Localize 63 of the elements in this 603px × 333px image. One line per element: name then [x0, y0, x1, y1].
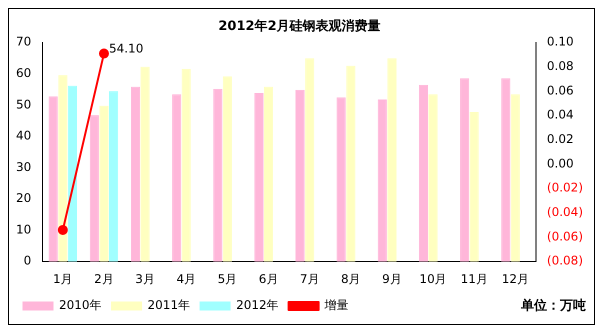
- y2-tick-label: 0.02: [546, 132, 574, 146]
- bar: [428, 94, 438, 262]
- y2-tick-label: (0.04): [546, 205, 584, 220]
- x-tick-label: 6月: [258, 272, 278, 286]
- bar: [222, 76, 232, 262]
- y-tick-label: 40: [16, 128, 32, 143]
- y-tick-label: 50: [16, 97, 32, 112]
- x-tick-label: 3月: [135, 272, 155, 286]
- x-tick-label: 2月: [94, 272, 114, 286]
- y2-tick-label: (0.06): [546, 229, 584, 244]
- bar: [305, 58, 314, 262]
- bar: [346, 66, 356, 262]
- annotation: 54.10: [108, 42, 144, 56]
- bar: [99, 106, 109, 262]
- bar: [501, 78, 510, 262]
- y2-tick-label: 0.06: [546, 83, 574, 98]
- x-tick-label: 7月: [300, 272, 320, 286]
- y2-tick-label: (0.02): [546, 180, 584, 195]
- bar: [140, 66, 150, 262]
- x-tick-label: 8月: [340, 272, 361, 286]
- bar: [510, 94, 520, 262]
- x-tick-label: 5月: [218, 272, 238, 286]
- legend-label: 2012年: [236, 298, 279, 312]
- y-tick-label: 20: [16, 191, 32, 206]
- chart-title: 2012年2月硅钢表观消费量: [218, 19, 381, 34]
- y2-tick-label: 0.10: [546, 34, 574, 49]
- x-tick-label: 11月: [460, 272, 488, 286]
- y2-tick-label: 0.04: [546, 108, 574, 122]
- bar: [213, 88, 222, 262]
- bar: [182, 68, 191, 262]
- bar: [460, 78, 470, 262]
- bar: [68, 86, 77, 262]
- bar: [470, 112, 479, 262]
- legend-label: 增量: [324, 298, 349, 312]
- x-tick-label: 9月: [382, 272, 402, 286]
- bar: [254, 92, 264, 262]
- y2-tick-label: 0.00: [546, 156, 574, 170]
- text: 单位：万吨: [520, 297, 586, 314]
- bar: [418, 84, 428, 262]
- bar: [58, 75, 68, 262]
- bar: [378, 100, 387, 262]
- y2-tick-label: (0.08): [546, 254, 584, 268]
- bar: [130, 86, 140, 262]
- y-tick-label: 10: [16, 222, 32, 236]
- bar: [109, 91, 118, 262]
- bar: [48, 96, 58, 262]
- bar: [387, 58, 396, 262]
- x-tick-label: 12月: [502, 272, 529, 286]
- legend-label: 2010年: [59, 298, 102, 312]
- x-tick-label: 4月: [176, 272, 196, 286]
- bar: [172, 94, 182, 262]
- bar: [90, 115, 99, 262]
- y-tick-label: 0: [24, 254, 32, 268]
- bar: [296, 90, 305, 262]
- y-tick-label: 70: [16, 34, 32, 49]
- bar: [336, 97, 346, 262]
- y-tick-label: 60: [16, 66, 32, 80]
- bar: [264, 86, 274, 262]
- y2-tick-label: 0.08: [546, 59, 574, 74]
- legend-label: 2011年: [148, 298, 190, 312]
- x-tick-label: 10月: [419, 272, 447, 286]
- x-tick-label: 1月: [53, 272, 73, 286]
- y-tick-label: 30: [16, 160, 32, 174]
